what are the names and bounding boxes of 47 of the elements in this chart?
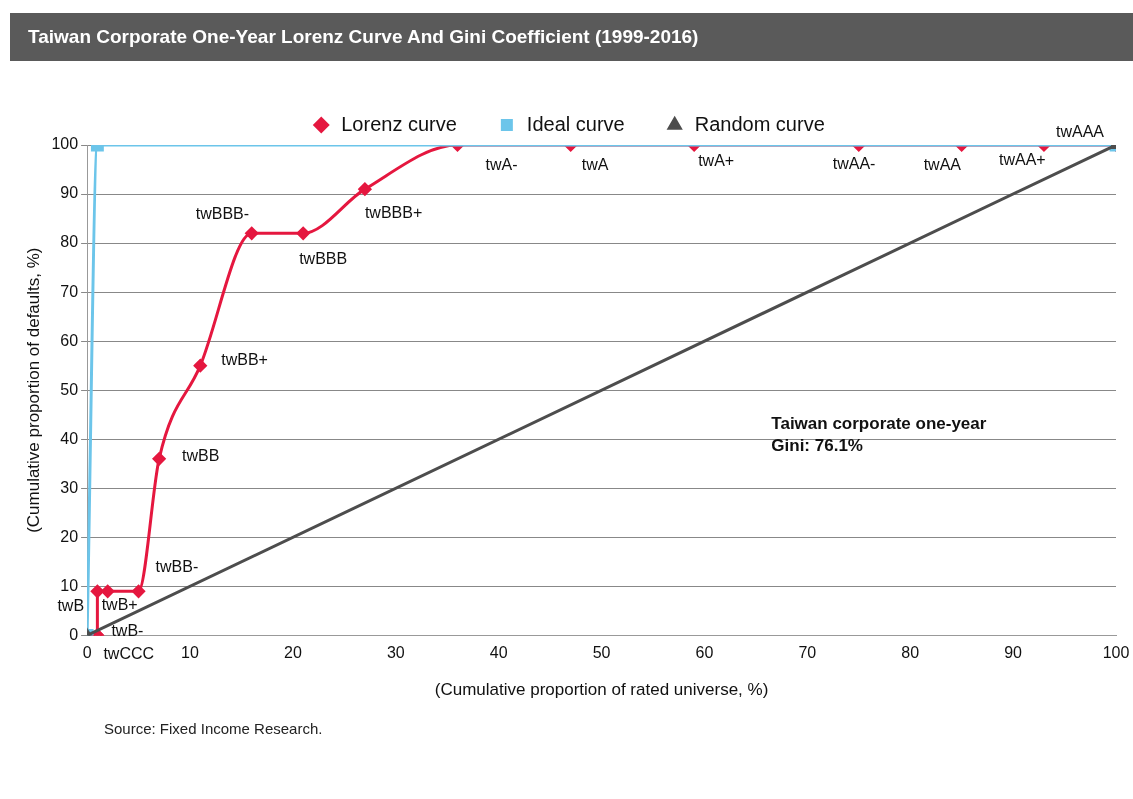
annotation: Taiwan corporate one-year Gini: 76.1% (771, 414, 987, 456)
annotation: twBB- (155, 557, 199, 575)
annotation: twA- (485, 156, 518, 174)
annotation: twBBB- (195, 204, 250, 222)
annotation: twBB+ (221, 351, 268, 369)
annotation: twAA (923, 156, 962, 174)
legend-label: Lorenz curve (341, 112, 457, 135)
annotation: twB+ (101, 595, 138, 613)
annotation: twCCC (103, 644, 155, 662)
x-tick-label: 80 (901, 644, 920, 662)
annotation: twAA+ (998, 151, 1046, 169)
source-note: Source: Fixed Income Research. (104, 720, 323, 737)
y-tick-label: 80 (60, 233, 79, 251)
annotation: twBBB (299, 249, 348, 267)
y-tick-label: 30 (60, 478, 79, 496)
annotation: twBB (182, 447, 220, 465)
annotation: twAAA (1056, 123, 1105, 141)
y-tick-label: 60 (60, 331, 79, 349)
y-tick-label: 20 (60, 527, 79, 545)
y-tick-label: 100 (51, 135, 79, 153)
x-axis-title: (Cumulative proportion of rated universe, %) (434, 680, 769, 700)
annotation: twBBB+ (364, 203, 423, 221)
legend-label: Ideal curve (526, 112, 625, 135)
y-tick-label: 0 (69, 625, 79, 643)
annotation: twB (57, 596, 85, 614)
x-tick-label: 0 (82, 644, 92, 662)
x-tick-label: 20 (283, 644, 302, 662)
y-tick-label: 90 (60, 184, 79, 202)
x-tick-label: 50 (592, 644, 611, 662)
legend-label: Random curve (694, 112, 825, 135)
x-tick-label: 10 (181, 644, 199, 662)
annotation: twA (581, 156, 609, 174)
annotation: twA+ (698, 152, 735, 170)
y-tick-label: 70 (60, 282, 79, 300)
annotation: twAA- (832, 155, 876, 173)
y-tick-label: 10 (60, 576, 79, 594)
x-tick-label: 90 (1004, 644, 1023, 662)
x-tick-label: 30 (386, 644, 405, 662)
x-tick-label: 40 (489, 644, 508, 662)
chart-title: Taiwan Corporate One-Year Lorenz Curve And Gini Coefficient (1999-2016) (10, 13, 1133, 61)
annotation: twB- (111, 621, 144, 639)
x-tick-label: 100 (1102, 644, 1130, 662)
y-axis-title: (Cumulative proportion of defaults, %) (23, 247, 43, 533)
y-tick-label: 40 (60, 429, 79, 447)
x-tick-label: 70 (798, 644, 817, 662)
x-tick-label: 60 (695, 644, 714, 662)
y-tick-label: 50 (60, 380, 79, 398)
